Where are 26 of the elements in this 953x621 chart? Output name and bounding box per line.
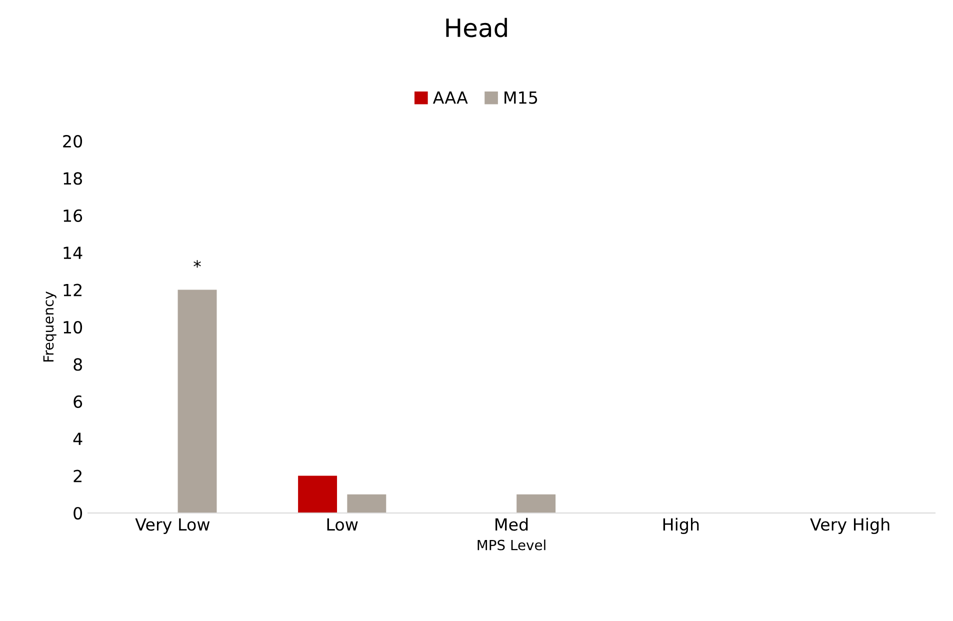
chart-title: Head [446, 18, 507, 38]
x-tick-label: Low [327, 518, 358, 531]
x-tick-label: Med [496, 518, 528, 531]
y-tick-label: 4 [73, 432, 82, 445]
x-tick-label: Very Low [135, 518, 210, 534]
bar [178, 290, 217, 513]
x-tick-label: High [663, 518, 699, 534]
y-tick-label: 8 [74, 358, 82, 371]
bar [347, 494, 386, 513]
y-tick-label: 18 [64, 172, 82, 185]
y-tick-label: 10 [64, 320, 82, 334]
y-tick-label: 0 [74, 506, 82, 520]
annotation: * [194, 260, 201, 268]
y-axis-title: Frequency [43, 292, 56, 362]
y-tick-label: 14 [64, 246, 82, 259]
x-axis-title: MPS Level [478, 540, 546, 550]
bar [298, 476, 338, 513]
y-tick-label: 16 [64, 209, 82, 222]
legend-label: AAA [432, 92, 468, 104]
y-tick-label: 6 [74, 395, 82, 408]
legend-label: M15 [504, 92, 538, 104]
y-tick-label: 12 [64, 284, 82, 296]
y-tick-label: 2 [74, 470, 82, 482]
y-tick-label: 20 [63, 134, 82, 148]
x-tick-label: Very High [810, 518, 890, 534]
bar [516, 494, 556, 513]
